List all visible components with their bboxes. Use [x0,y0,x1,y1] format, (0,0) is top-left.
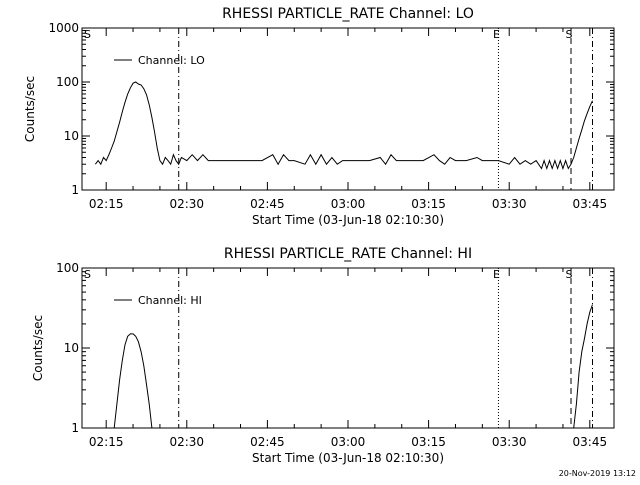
event-marker-label: S [84,28,91,41]
x-tick-label: 02:15 [89,197,124,211]
x-tick-label: 03:30 [492,435,527,449]
x-tick-label: 03:15 [411,435,446,449]
y-tick-label: 1000 [48,21,79,35]
event-marker-label: S [84,268,91,281]
y-tick-label: 10 [64,341,79,355]
generation-timestamp: 20-Nov-2019 13:12 [559,469,636,478]
x-tick-label: 03:15 [411,197,446,211]
x-tick-label: 02:30 [169,435,204,449]
y-axis-label: Counts/sec [23,76,37,142]
chart-title: RHESSI PARTICLE_RATE Channel: HI [224,246,472,262]
y-tick-label: 100 [56,75,79,89]
x-tick-label: 03:00 [331,435,366,449]
x-tick-label: 02:15 [89,435,124,449]
event-marker-label: S [566,268,573,281]
event-marker-label: S [566,28,573,41]
chart-title: RHESSI PARTICLE_RATE Channel: LO [222,6,474,22]
x-tick-label: 03:00 [331,197,366,211]
event-marker-label: E [493,28,500,41]
x-tick-label: 03:30 [492,197,527,211]
x-tick-label: 02:45 [250,435,285,449]
event-marker-label: E [493,268,500,281]
chart-panel-lo: RHESSI PARTICLE_RATE Channel: LO 1 10 100 10… [23,6,615,227]
x-axis-label: Start Time (03-Jun-18 02:10:30) [252,451,444,465]
series-line [95,81,593,171]
legend-entry: Channel: HI [138,294,202,307]
x-tick-label: 02:45 [250,197,285,211]
legend-entry: Channel: LO [138,54,205,67]
y-tick-label: 1 [71,183,79,197]
chart-panel-hi: RHESSI PARTICLE_RATE Channel: HI 1 10 100 02… [31,246,615,465]
x-tick-label: 03:45 [573,197,608,211]
x-tick-label: 02:30 [169,197,204,211]
x-axis-label: Start Time (03-Jun-18 02:10:30) [252,213,444,227]
y-tick-label: 100 [56,261,79,275]
plot-frame [81,27,615,191]
y-axis-label: Counts/sec [31,315,45,381]
x-tick-label: 03:45 [573,435,608,449]
series-line [573,304,593,429]
series-line [113,333,153,429]
plot-frame [81,267,615,429]
y-tick-label: 1 [71,421,79,435]
y-tick-label: 10 [64,129,79,143]
